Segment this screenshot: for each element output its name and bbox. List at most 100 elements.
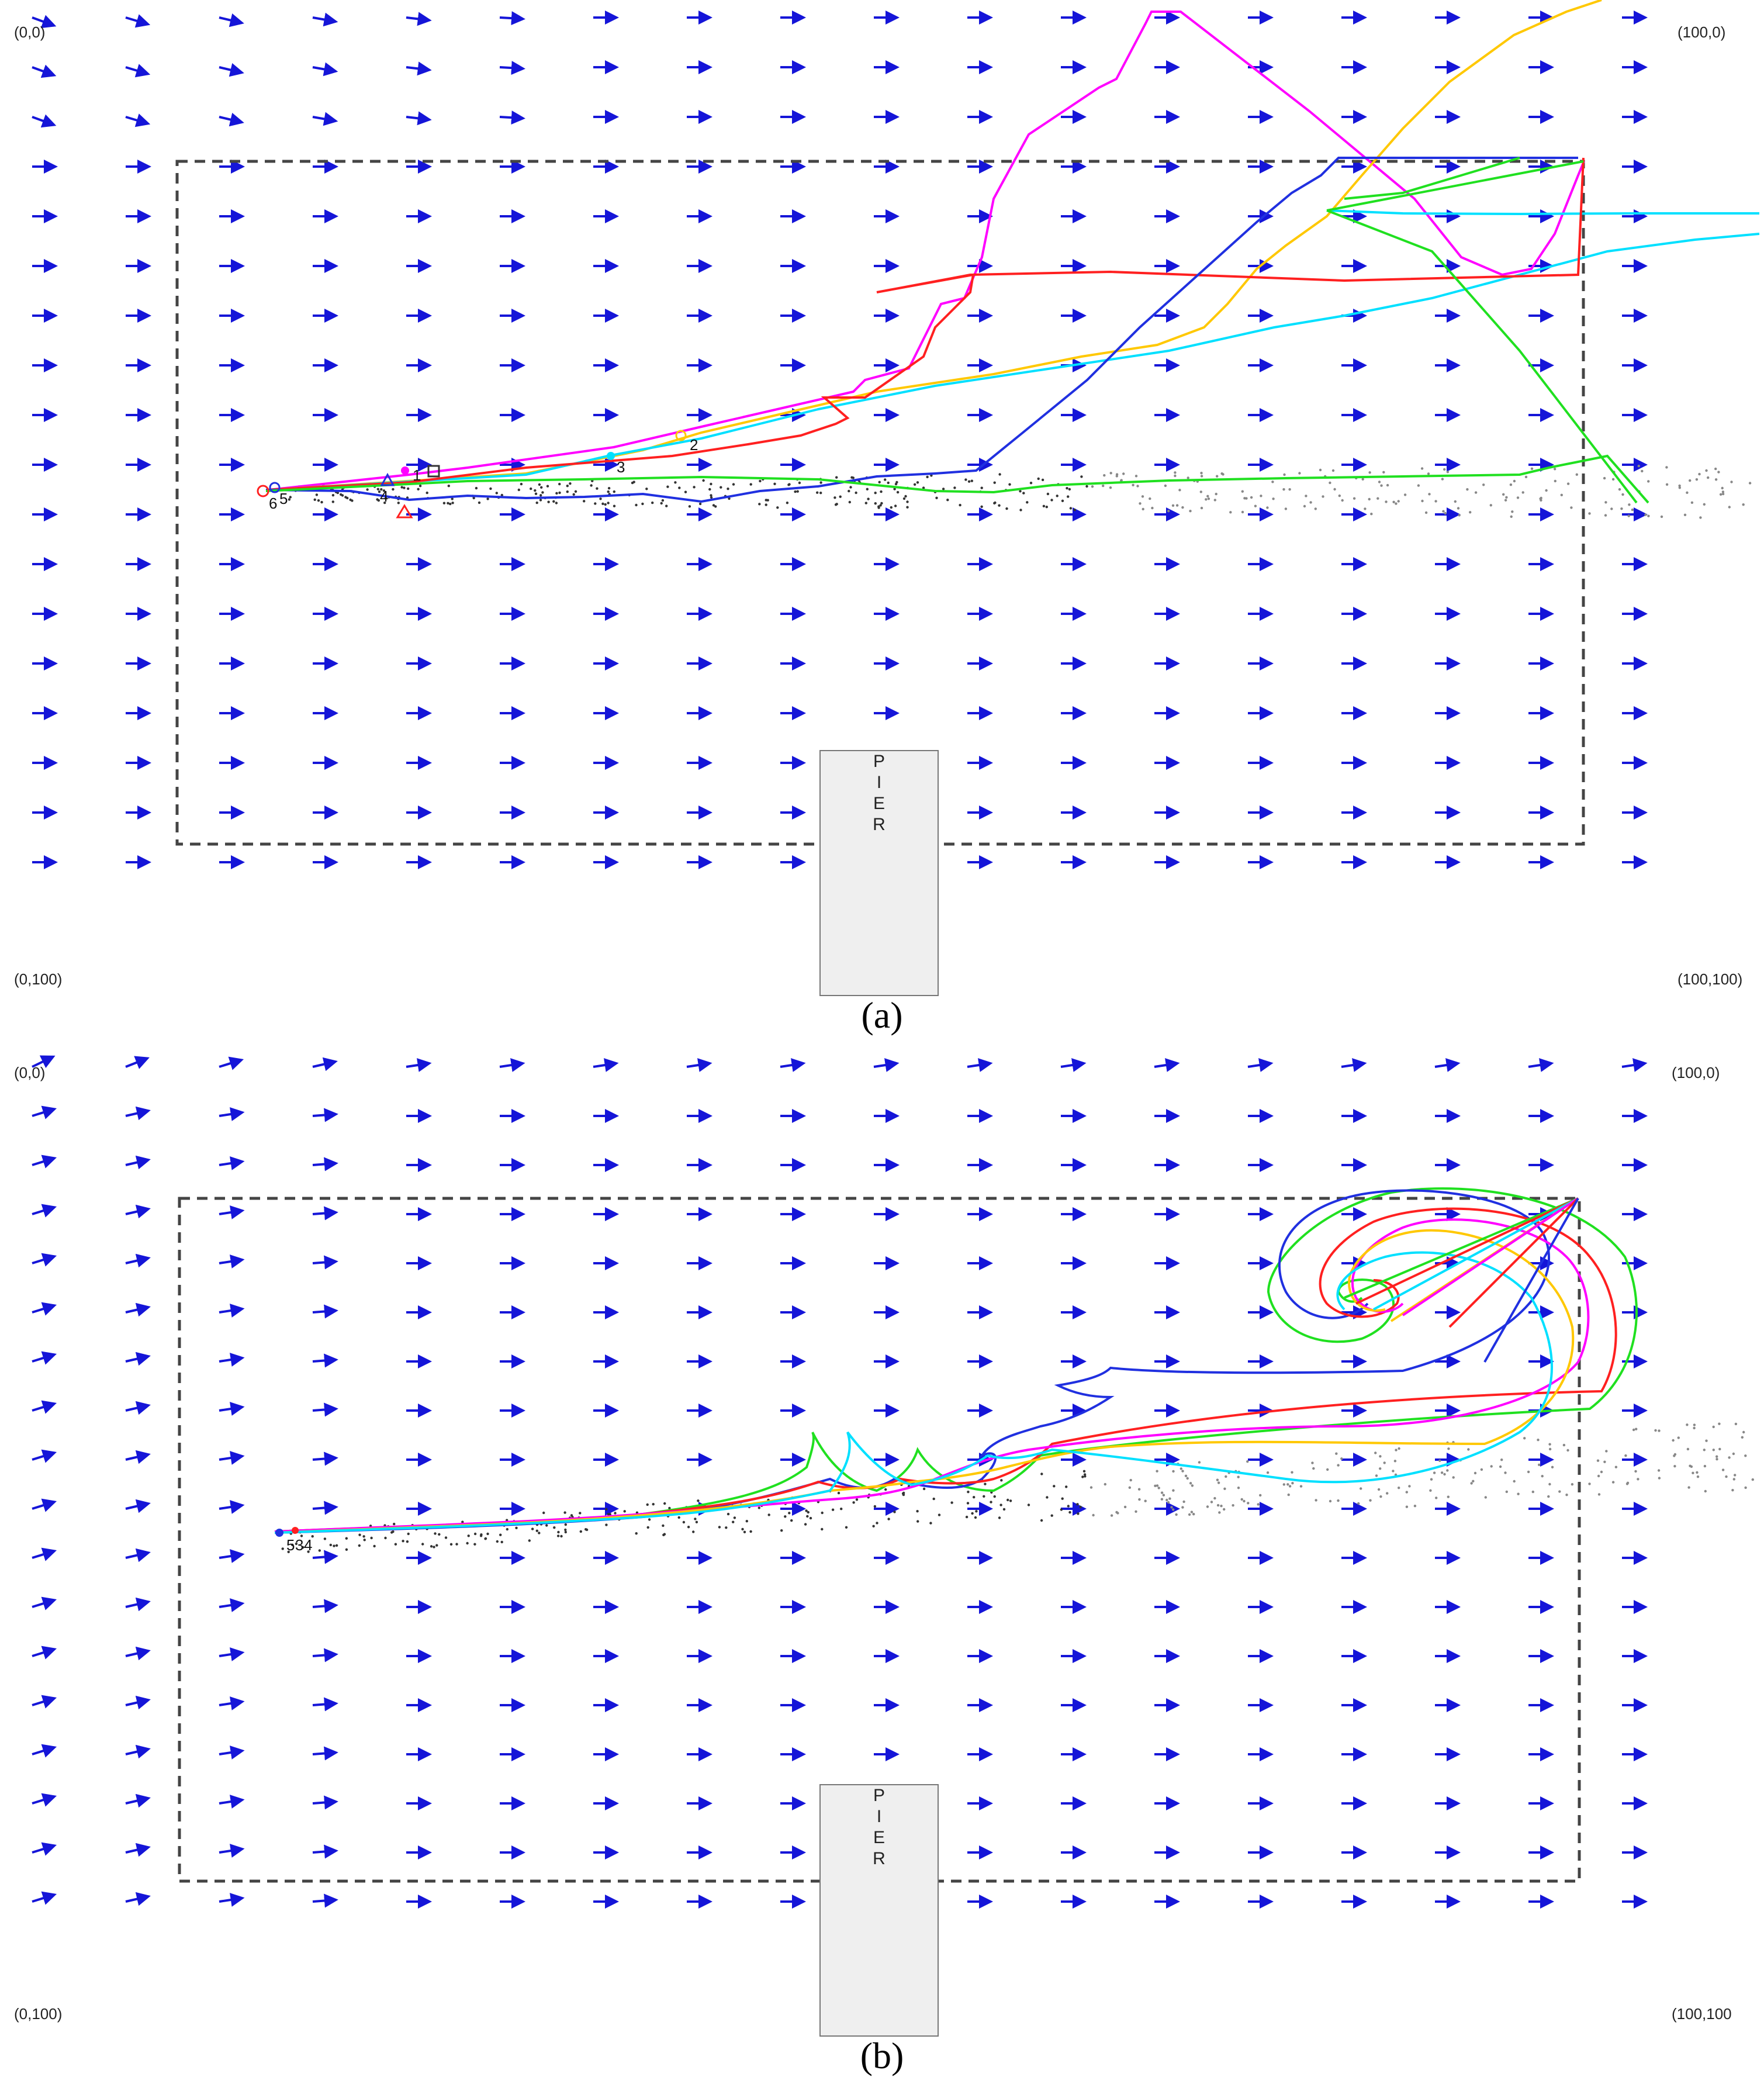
particle-dot bbox=[1120, 479, 1123, 482]
particle-dot bbox=[1174, 471, 1177, 474]
particle-dot bbox=[1472, 1480, 1475, 1482]
flow-arrow bbox=[312, 1255, 338, 1270]
particle-dot bbox=[289, 496, 292, 499]
flow-arrow bbox=[219, 1598, 245, 1612]
particle-dot bbox=[821, 1527, 824, 1531]
particle-dot bbox=[313, 498, 316, 501]
particle-dot bbox=[1603, 1460, 1606, 1463]
particle-dot bbox=[1380, 484, 1383, 487]
particle-dot bbox=[893, 1511, 896, 1513]
particle-dot bbox=[784, 1515, 787, 1518]
particle-dot bbox=[402, 1540, 404, 1543]
flow-arrow bbox=[32, 1155, 57, 1169]
particle-dot bbox=[743, 1530, 746, 1533]
particle-dot bbox=[749, 483, 752, 486]
flow-arrow bbox=[312, 1157, 338, 1171]
particle-dot bbox=[1566, 482, 1570, 485]
particle-dot bbox=[1361, 478, 1364, 481]
particle-dot bbox=[1379, 1455, 1382, 1458]
particle-dot bbox=[867, 497, 870, 500]
particle-dot bbox=[1050, 1514, 1053, 1517]
particle-dot bbox=[1554, 479, 1557, 483]
particle-dot bbox=[712, 504, 715, 507]
particle-dot bbox=[451, 497, 454, 500]
pier-letter: R bbox=[873, 1849, 886, 1868]
particle-dot bbox=[1635, 1428, 1638, 1430]
particle-dot bbox=[552, 500, 555, 503]
particle-dot bbox=[1687, 1486, 1690, 1489]
particle-dot bbox=[1102, 484, 1105, 488]
particle-dot bbox=[1189, 1482, 1192, 1485]
panel-a: 1 2 3 4 5 6 P I E R (0,0) (100,0) (0,100… bbox=[0, 0, 1764, 996]
particle-dot bbox=[1326, 1468, 1329, 1471]
particle-dot bbox=[635, 1532, 638, 1535]
flow-vector-field bbox=[32, 11, 1648, 869]
particle-dot bbox=[1565, 1494, 1568, 1496]
particle-dot bbox=[1291, 1482, 1294, 1485]
particle-dot bbox=[1427, 472, 1430, 475]
flow-arrow bbox=[125, 1892, 151, 1906]
particle-dot bbox=[307, 1550, 310, 1553]
particle-dot bbox=[1341, 499, 1344, 502]
particle-dot bbox=[300, 1534, 303, 1537]
particle-dot bbox=[727, 488, 729, 490]
particle-dot bbox=[1490, 1465, 1493, 1468]
flow-arrow bbox=[125, 1548, 151, 1563]
particle-dot bbox=[1200, 506, 1203, 510]
corner-label-top-left: (0,0) bbox=[14, 23, 46, 41]
flow-arrow bbox=[499, 61, 525, 75]
particle-dot bbox=[678, 486, 681, 489]
particle-dot bbox=[1091, 485, 1094, 488]
particle-dot bbox=[382, 489, 386, 492]
flow-arrow bbox=[125, 1646, 151, 1661]
particle-dot bbox=[1312, 1467, 1315, 1470]
particle-dot bbox=[499, 1533, 502, 1536]
trajectory-red bbox=[274, 1207, 1617, 1533]
flow-arrow bbox=[219, 1254, 245, 1269]
particle-dot bbox=[1513, 479, 1516, 483]
particle-dot bbox=[1115, 1511, 1118, 1514]
particle-dot bbox=[438, 1533, 441, 1536]
particle-dot bbox=[311, 1535, 314, 1538]
particle-dot bbox=[1337, 1499, 1340, 1502]
particle-dot bbox=[390, 1531, 393, 1534]
particle-dot bbox=[1540, 499, 1542, 502]
particle-dot bbox=[1434, 500, 1437, 503]
particle-dot bbox=[1741, 1436, 1744, 1439]
particle-dot bbox=[710, 482, 712, 486]
flow-arrow bbox=[1528, 1058, 1554, 1072]
particle-dot bbox=[1083, 1473, 1087, 1476]
particle-dot bbox=[733, 1516, 736, 1519]
particle-dot bbox=[1067, 1505, 1070, 1508]
flow-arrow bbox=[32, 1449, 57, 1463]
particle-dot bbox=[486, 497, 489, 500]
particle-dot bbox=[1420, 467, 1424, 470]
particle-dot bbox=[584, 1528, 587, 1531]
particle-dot bbox=[599, 497, 602, 500]
particle-dot bbox=[373, 1544, 376, 1548]
flow-arrow bbox=[32, 1842, 57, 1856]
particle-dot bbox=[1548, 1482, 1551, 1486]
start-marker bbox=[292, 1527, 299, 1534]
flow-arrow bbox=[125, 1204, 151, 1219]
particle-dot bbox=[767, 1513, 770, 1516]
particle-dot bbox=[1329, 1499, 1332, 1503]
particle-dot bbox=[1200, 475, 1203, 478]
particle-dot bbox=[1408, 1485, 1411, 1488]
flow-arrow bbox=[1154, 1058, 1180, 1072]
particle-dot bbox=[1482, 483, 1485, 486]
flow-arrow bbox=[32, 1400, 57, 1414]
flow-arrow bbox=[219, 13, 244, 27]
particle-dot bbox=[1122, 472, 1125, 475]
particle-dot bbox=[887, 481, 890, 485]
particle-dot bbox=[1446, 1469, 1449, 1472]
particle-dot bbox=[732, 483, 735, 486]
particle-dot bbox=[1611, 478, 1615, 481]
particle-dot bbox=[1213, 1496, 1216, 1500]
corner-label-bottom-right: (100,100) bbox=[1677, 970, 1743, 988]
particle-dot bbox=[1621, 493, 1624, 496]
particle-dot bbox=[1715, 1458, 1718, 1461]
particle-dot bbox=[553, 1526, 556, 1529]
particle-dot bbox=[291, 1543, 294, 1546]
particle-dot bbox=[535, 1529, 538, 1532]
